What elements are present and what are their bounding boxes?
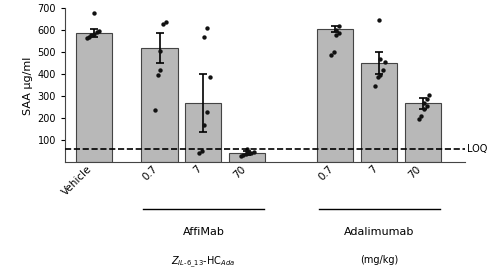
Text: Adalimumab: Adalimumab <box>344 227 414 237</box>
Point <box>92 30 100 34</box>
Point <box>88 33 96 38</box>
Point <box>374 75 382 79</box>
Point <box>244 151 252 156</box>
Point <box>162 20 170 24</box>
Text: AffiMab: AffiMab <box>182 227 224 237</box>
Bar <box>405 103 442 162</box>
Point <box>423 103 431 108</box>
Point <box>335 24 343 29</box>
Text: (mg/kg): (mg/kg) <box>360 255 399 265</box>
Point <box>90 11 98 15</box>
Point <box>82 36 90 40</box>
Point <box>90 31 98 36</box>
Point <box>206 75 214 79</box>
Point <box>151 108 159 112</box>
Point <box>420 101 428 106</box>
Point <box>96 29 104 33</box>
Point <box>200 122 208 127</box>
Bar <box>230 153 266 162</box>
Point <box>250 150 258 154</box>
Text: $Z_{IL\text{-}6\_13}$-HC$_{Ada}$: $Z_{IL\text{-}6\_13}$-HC$_{Ada}$ <box>172 255 235 270</box>
Point <box>156 48 164 53</box>
Point <box>371 84 379 88</box>
Point <box>198 148 205 153</box>
Point <box>244 146 252 151</box>
Point <box>379 68 387 73</box>
Bar <box>318 29 354 162</box>
Point <box>327 53 335 57</box>
Point <box>203 25 211 30</box>
Point <box>195 150 203 155</box>
Point <box>376 57 384 62</box>
Point <box>237 153 245 158</box>
Point <box>85 34 93 39</box>
Point <box>200 35 208 40</box>
Point <box>330 50 338 54</box>
Point <box>418 113 426 118</box>
Point <box>248 150 256 155</box>
Point <box>382 59 390 64</box>
Y-axis label: SAA μg/ml: SAA μg/ml <box>24 56 34 115</box>
Point <box>332 27 340 32</box>
Bar <box>76 32 112 162</box>
Bar <box>142 48 178 162</box>
Point <box>376 18 384 22</box>
Bar <box>362 63 398 162</box>
Point <box>242 152 250 156</box>
Point <box>420 107 428 111</box>
Point <box>159 22 167 27</box>
Point <box>244 148 252 153</box>
Point <box>203 110 211 115</box>
Point <box>426 92 434 97</box>
Text: LOQ: LOQ <box>467 144 487 154</box>
Point <box>156 68 164 73</box>
Point <box>335 31 343 35</box>
Point <box>423 97 431 101</box>
Point <box>415 116 423 121</box>
Point <box>154 73 162 77</box>
Point <box>332 33 340 38</box>
Point <box>240 153 248 157</box>
Point <box>376 73 384 77</box>
Bar <box>186 103 222 162</box>
